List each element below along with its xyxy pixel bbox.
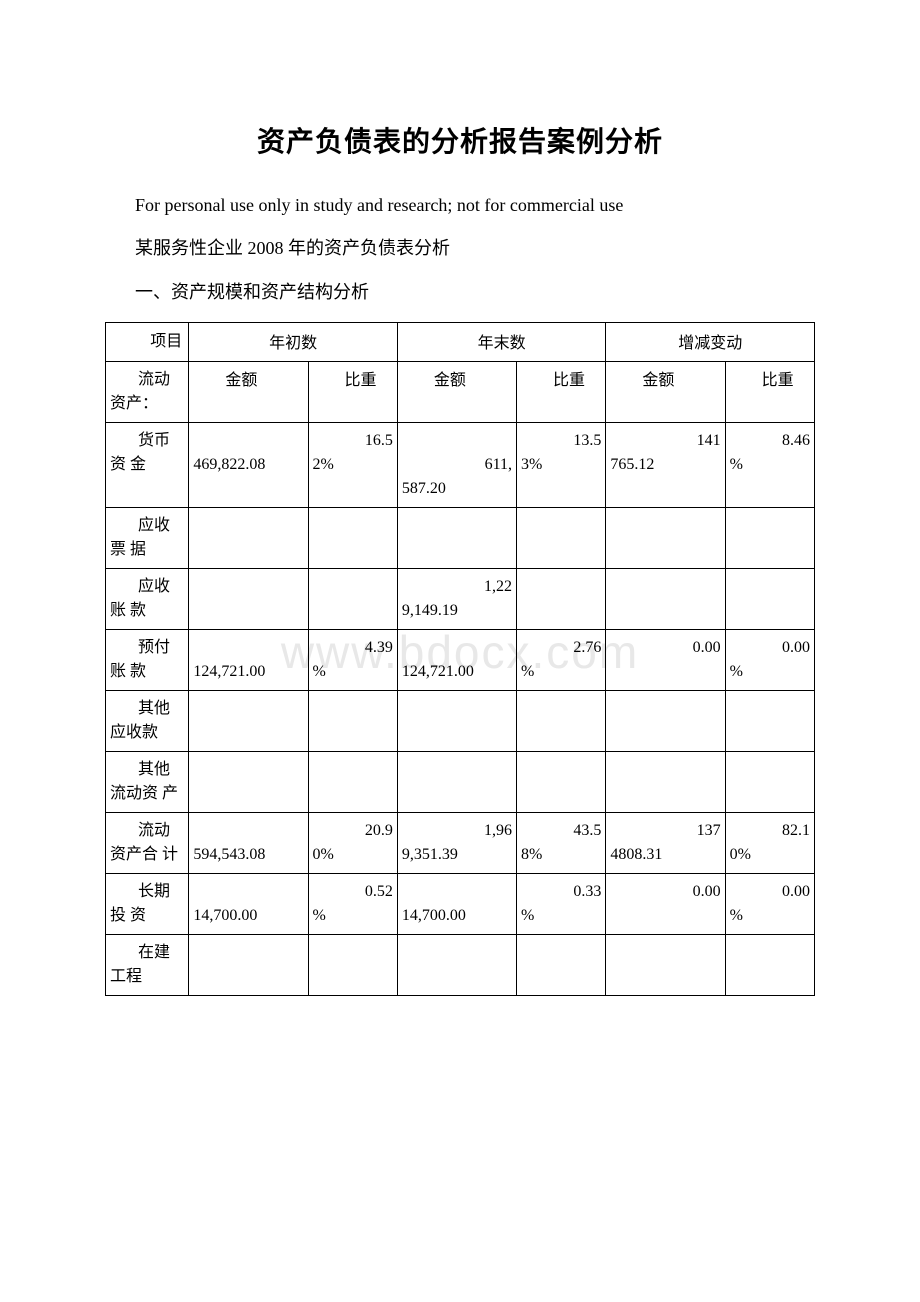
- cell-ratio: 0.00%: [725, 629, 814, 690]
- cell-ratio: [517, 568, 606, 629]
- row-label: 货币资 金: [106, 422, 189, 507]
- cell-ratio: 4.39%: [308, 629, 397, 690]
- cell-ratio: 2.76%: [517, 629, 606, 690]
- row-label: 流动资产合 计: [106, 812, 189, 873]
- table-row: 长期投 资 14,700.00 0.52% 14,700.00 0.33% 0.…: [106, 873, 815, 934]
- row-label: 应收票 据: [106, 507, 189, 568]
- subheader-amount: 金额: [189, 361, 308, 422]
- cell-ratio: [308, 568, 397, 629]
- header-year-end: 年末数: [397, 323, 606, 362]
- subheader-amount: 金额: [397, 361, 516, 422]
- table-row: 流动资产合 计 594,543.08 20.90% 1,969,351.39 4…: [106, 812, 815, 873]
- table-header-row: 项目 年初数 年末数 增减变动: [106, 323, 815, 362]
- cell-ratio: 43.58%: [517, 812, 606, 873]
- cell-amount: [189, 934, 308, 995]
- cell-amount: [189, 751, 308, 812]
- row-label: 流动资产：: [106, 361, 189, 422]
- balance-sheet-table: 项目 年初数 年末数 增减变动 流动资产： 金额 比重 金额 比重 金额 比重 …: [105, 322, 815, 996]
- cell-ratio: 8.46%: [725, 422, 814, 507]
- disclaimer-text: For personal use only in study and resea…: [135, 195, 815, 216]
- cell-amount: 1,229,149.19: [397, 568, 516, 629]
- cell-amount: 469,822.08: [189, 422, 308, 507]
- cell-ratio: 16.52%: [308, 422, 397, 507]
- cell-ratio: [725, 568, 814, 629]
- table-row: 应收票 据: [106, 507, 815, 568]
- cell-amount: [397, 934, 516, 995]
- header-change: 增减变动: [606, 323, 815, 362]
- cell-amount: 14,700.00: [189, 873, 308, 934]
- header-item: 项目: [106, 323, 189, 362]
- table-row: 其他应收款: [106, 690, 815, 751]
- table-row: 其他流动资 产: [106, 751, 815, 812]
- row-label: 长期投 资: [106, 873, 189, 934]
- cell-amount: [397, 751, 516, 812]
- table-row: 预付账 款 124,721.00 4.39% 124,721.00 2.76% …: [106, 629, 815, 690]
- content-container: 资产负债表的分析报告案例分析 For personal use only in …: [105, 120, 815, 996]
- subheader-amount: 金额: [606, 361, 725, 422]
- subheader-ratio: 比重: [308, 361, 397, 422]
- cell-amount: 1,969,351.39: [397, 812, 516, 873]
- subheader-ratio: 比重: [725, 361, 814, 422]
- cell-amount: 594,543.08: [189, 812, 308, 873]
- table-subheader-row: 流动资产： 金额 比重 金额 比重 金额 比重: [106, 361, 815, 422]
- cell-amount: [397, 690, 516, 751]
- cell-amount: 611,587.20: [397, 422, 516, 507]
- cell-amount: 0.00: [606, 629, 725, 690]
- document-title: 资产负债表的分析报告案例分析: [105, 120, 815, 160]
- cell-ratio: 0.33%: [517, 873, 606, 934]
- cell-ratio: [725, 507, 814, 568]
- cell-ratio: 20.90%: [308, 812, 397, 873]
- cell-amount: [397, 507, 516, 568]
- table-row: 货币资 金 469,822.08 16.52% 611,587.20 13.53…: [106, 422, 815, 507]
- cell-amount: [606, 507, 725, 568]
- cell-amount: [189, 568, 308, 629]
- row-label: 其他流动资 产: [106, 751, 189, 812]
- cell-amount: 14,700.00: [397, 873, 516, 934]
- cell-ratio: [725, 934, 814, 995]
- cell-amount: [606, 934, 725, 995]
- cell-ratio: [517, 507, 606, 568]
- cell-amount: [189, 507, 308, 568]
- subtitle-text: 某服务性企业 2008 年的资产负债表分析: [135, 234, 815, 260]
- header-year-begin: 年初数: [189, 323, 398, 362]
- cell-ratio: [517, 934, 606, 995]
- cell-amount: 0.00: [606, 873, 725, 934]
- cell-ratio: [308, 690, 397, 751]
- row-label: 预付账 款: [106, 629, 189, 690]
- cell-amount: 124,721.00: [397, 629, 516, 690]
- row-label: 在建工程: [106, 934, 189, 995]
- table-row: 应收账 款 1,229,149.19: [106, 568, 815, 629]
- row-label: 应收账 款: [106, 568, 189, 629]
- cell-amount: [606, 690, 725, 751]
- cell-ratio: [308, 934, 397, 995]
- cell-amount: 141765.12: [606, 422, 725, 507]
- section-heading: 一、资产规模和资产结构分析: [135, 278, 815, 304]
- cell-ratio: [308, 507, 397, 568]
- row-label: 其他应收款: [106, 690, 189, 751]
- cell-amount: [606, 568, 725, 629]
- cell-amount: [189, 690, 308, 751]
- cell-amount: [606, 751, 725, 812]
- cell-amount: 124,721.00: [189, 629, 308, 690]
- cell-ratio: [517, 690, 606, 751]
- cell-ratio: 0.00%: [725, 873, 814, 934]
- cell-ratio: [725, 751, 814, 812]
- cell-ratio: 13.53%: [517, 422, 606, 507]
- cell-amount: 1374808.31: [606, 812, 725, 873]
- cell-ratio: [725, 690, 814, 751]
- cell-ratio: 0.52%: [308, 873, 397, 934]
- cell-ratio: [308, 751, 397, 812]
- subheader-ratio: 比重: [517, 361, 606, 422]
- table-row: 在建工程: [106, 934, 815, 995]
- cell-ratio: [517, 751, 606, 812]
- cell-ratio: 82.10%: [725, 812, 814, 873]
